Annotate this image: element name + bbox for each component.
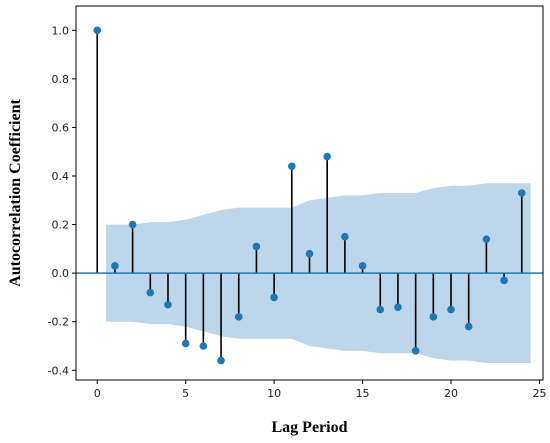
acf-point (411, 347, 420, 355)
y-tick-label: -0.2 (48, 316, 69, 329)
y-tick-label: -0.4 (48, 364, 69, 377)
y-tick-label: 0.8 (52, 73, 70, 86)
acf-point (341, 232, 349, 241)
y-axis-title: Autocorrelation Coefficient (7, 99, 24, 287)
acf-point (288, 162, 296, 171)
acf-point (500, 276, 508, 285)
acf-point (128, 220, 137, 229)
y-tick-label: 0.2 (52, 219, 70, 232)
acf-point (234, 313, 243, 321)
x-axis-ticks: 0 5 10 15 20 25 (94, 380, 546, 400)
x-tick-label: 5 (182, 387, 189, 400)
x-tick-label: 20 (444, 387, 458, 400)
y-tick-label: 0.4 (52, 170, 70, 183)
x-tick-label: 25 (532, 387, 546, 400)
acf-point (93, 26, 102, 35)
stem-layer (96, 30, 523, 361)
acf-point (376, 305, 385, 314)
y-tick-label: 0.6 (52, 121, 70, 134)
acf-point (199, 342, 208, 350)
acf-point (482, 235, 491, 243)
x-tick-label: 15 (356, 387, 370, 400)
acf-point (181, 339, 190, 348)
x-tick-label: 10 (267, 387, 281, 400)
x-axis-title: Lag Period (272, 419, 348, 436)
acf-point (323, 152, 331, 161)
acf-point (394, 303, 402, 311)
acf-point (111, 262, 119, 270)
acf-point (270, 293, 278, 302)
acf-point (305, 249, 314, 258)
plot-frame (75, 5, 544, 381)
y-tick-label: 1.0 (52, 24, 70, 37)
acf-point (217, 356, 225, 365)
acf-point (252, 242, 261, 251)
y-tick-label: 0.0 (52, 267, 70, 280)
acf-point (146, 288, 155, 297)
marker-layer (93, 26, 526, 365)
acf-point (164, 300, 172, 309)
acf-point (464, 322, 473, 331)
y-axis-ticks: -0.4 -0.2 0.0 0.2 0.4 0.6 0.8 1.0 (48, 24, 76, 377)
x-tick-label: 0 (94, 387, 101, 400)
acf-point (517, 189, 526, 197)
acf-point (358, 262, 367, 270)
acf-point (447, 305, 455, 314)
acf-point (429, 313, 438, 321)
